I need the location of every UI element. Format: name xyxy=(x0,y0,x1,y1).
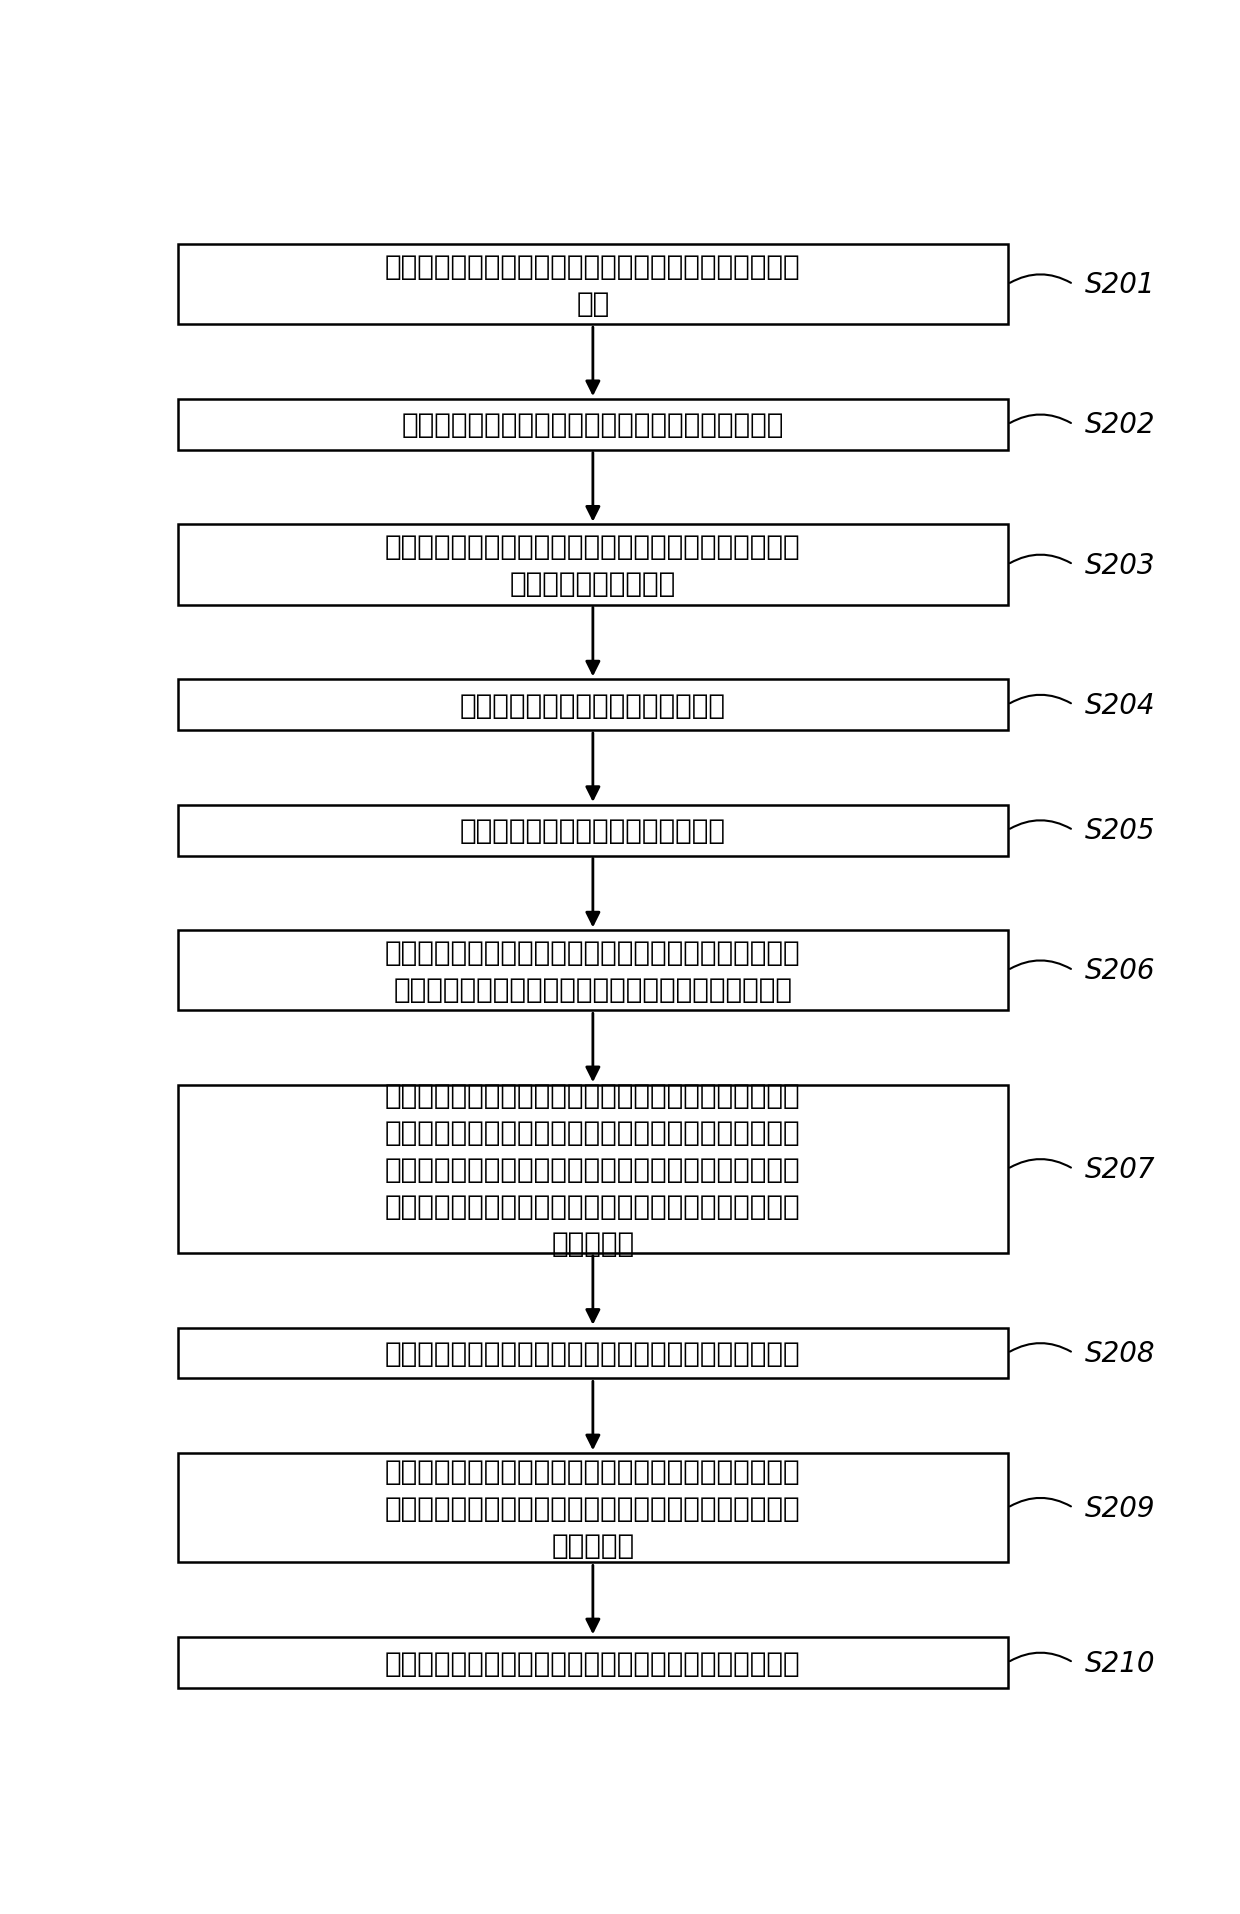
Text: 若逻辑表决结果为真，则执行安全壳喷淋系统的启动命令: 若逻辑表决结果为真，则执行安全壳喷淋系统的启动命令 xyxy=(386,1648,801,1677)
Bar xyxy=(179,1453,1007,1562)
Text: S203: S203 xyxy=(1085,551,1156,580)
Text: S201: S201 xyxy=(1085,272,1156,299)
Text: S204: S204 xyxy=(1085,691,1156,720)
Text: S202: S202 xyxy=(1085,412,1156,438)
Text: 对安全壳剂量率信号进行有效性校验: 对安全壳剂量率信号进行有效性校验 xyxy=(460,817,725,844)
Text: S206: S206 xyxy=(1085,957,1156,986)
Bar xyxy=(179,806,1007,856)
Text: 若有效性校验通过，则获取停堆时间和安全壳剂量率信号
对应的剂量率，其中，停堆时间为停堆信号的持续时间: 若有效性校验通过，则获取停堆时间和安全壳剂量率信号 对应的剂量率，其中，停堆时间… xyxy=(386,938,801,1003)
Text: 在演化曲线中，从停堆时间中选取预设的离散时间点: 在演化曲线中，从停堆时间中选取预设的离散时间点 xyxy=(402,412,784,438)
Text: S209: S209 xyxy=(1085,1495,1156,1522)
Bar xyxy=(179,1328,1007,1378)
Bar xyxy=(179,1636,1007,1688)
Text: 若需要启动安全壳喷淋系统，则根据测量通道的数量，按
照预设的表决条件，对每个测量通道中的阈值比较结果进
行逻辑表决: 若需要启动安全壳喷淋系统，则根据测量通道的数量，按 照预设的表决条件，对每个测量… xyxy=(386,1457,801,1558)
Bar xyxy=(179,930,1007,1011)
Text: 根据演化曲线中离散时间点对应的剂量率水平值，确定阶
梯型的剂量率时间曲线: 根据演化曲线中离散时间点对应的剂量率水平值，确定阶 梯型的剂量率时间曲线 xyxy=(386,532,801,597)
Bar xyxy=(179,524,1007,605)
Bar xyxy=(179,1085,1007,1254)
Bar xyxy=(179,400,1007,450)
Text: S210: S210 xyxy=(1085,1648,1156,1677)
Text: S205: S205 xyxy=(1085,817,1156,844)
Bar xyxy=(179,245,1007,325)
Text: 根据预设的源项数据，计算剂量率随停堆时间变化的演化
曲线: 根据预设的源项数据，计算剂量率随停堆时间变化的演化 曲线 xyxy=(386,253,801,318)
Text: 根据阈值比较的结果，确定是否需要启动安全壳喷淋系统: 根据阈值比较的结果，确定是否需要启动安全壳喷淋系统 xyxy=(386,1340,801,1367)
Text: 在测量通道中采集安全壳剂量率信号: 在测量通道中采集安全壳剂量率信号 xyxy=(460,691,725,720)
Text: S207: S207 xyxy=(1085,1156,1156,1183)
Bar xyxy=(179,679,1007,731)
Text: S208: S208 xyxy=(1085,1340,1156,1367)
Text: 根据剂量率时间曲线，对安全壳剂量率信号对应的剂量率
和停堆时间对应的安全剂量率范围进行阈值比较，判断该
剂量率是否满足该停堆时间对应的安全剂量率范围，其中
，剂: 根据剂量率时间曲线，对安全壳剂量率信号对应的剂量率 和停堆时间对应的安全剂量率范… xyxy=(386,1081,801,1257)
